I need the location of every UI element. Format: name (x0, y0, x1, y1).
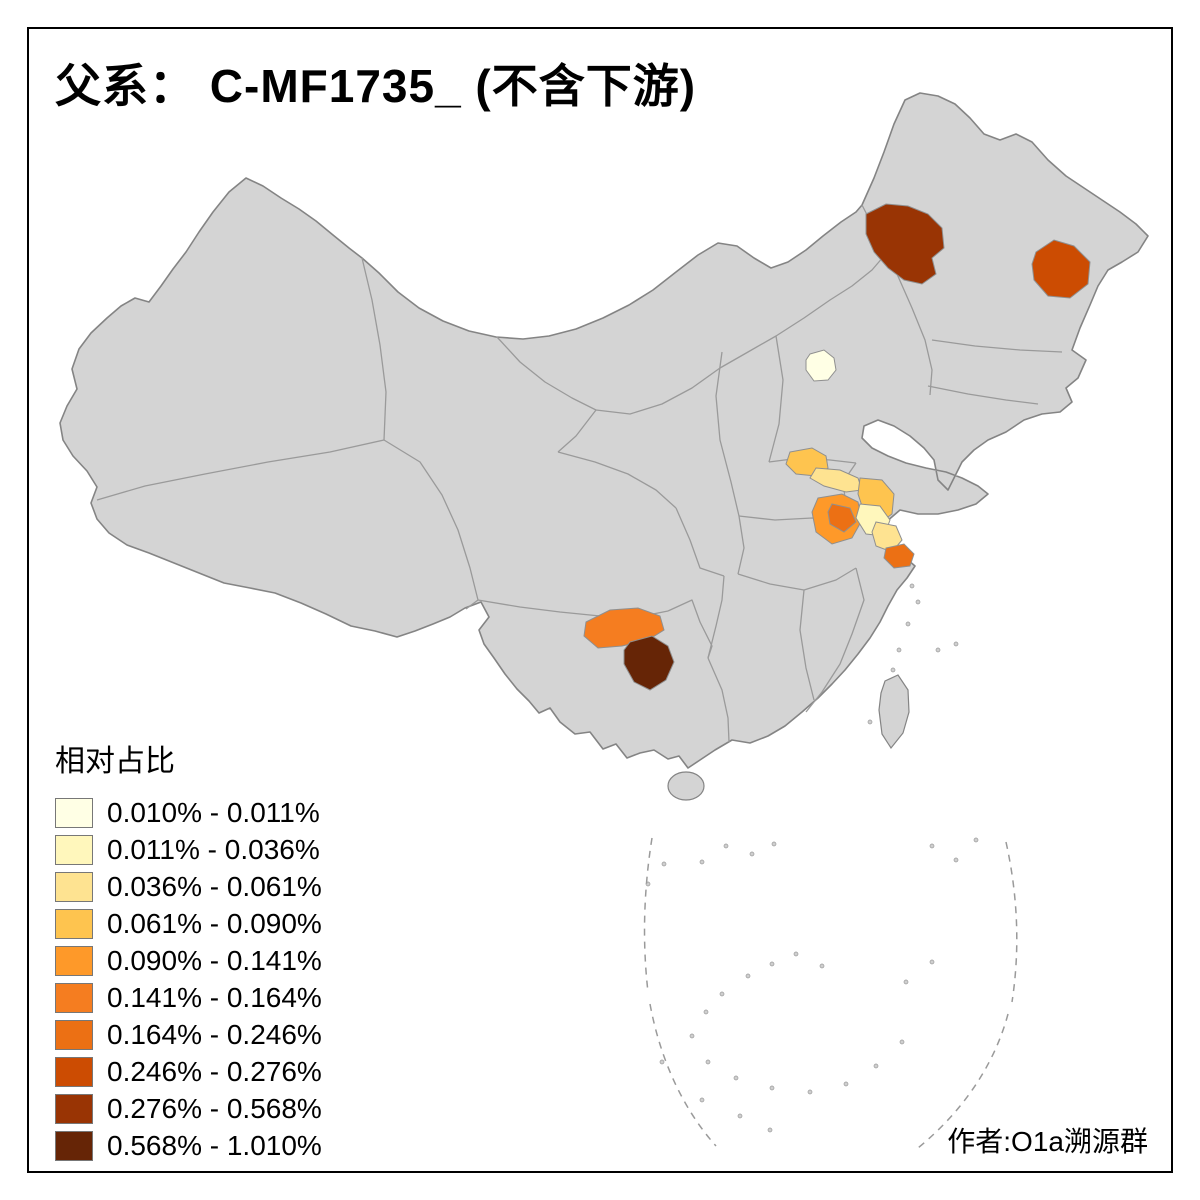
legend-label: 0.036% - 0.061% (107, 870, 322, 902)
legend-item: 0.141% - 0.164% (55, 979, 322, 1016)
legend-swatch (55, 797, 93, 828)
legend-swatch (55, 871, 93, 902)
legend-label: 0.276% - 0.568% (107, 1092, 322, 1124)
china-mainland (59, 92, 1149, 769)
islands (667, 674, 910, 801)
map-title: 父系： C-MF1735_ (不含下游) (55, 60, 697, 112)
legend: 相对占比 0.010% - 0.011% 0.011% - 0.036% 0.0… (55, 736, 322, 1164)
choropleth-regions (583, 203, 1091, 691)
map-region (805, 349, 837, 382)
legend-label: 0.061% - 0.090% (107, 907, 322, 939)
legend-item: 0.010% - 0.011% (55, 794, 322, 831)
map-region (1031, 239, 1091, 299)
legend-item: 0.036% - 0.061% (55, 868, 322, 905)
legend-item: 0.246% - 0.276% (55, 1053, 322, 1090)
nine-dash-line (643, 837, 1018, 1149)
legend-title: 相对占比 (55, 745, 175, 778)
plot-frame (27, 27, 1173, 1173)
map-region (827, 503, 857, 533)
legend-item: 0.011% - 0.036% (55, 831, 322, 868)
legend-item: 0.276% - 0.568% (55, 1090, 322, 1127)
legend-item: 0.568% - 1.010% (55, 1127, 322, 1164)
taiwan-island (878, 674, 910, 750)
legend-swatch (55, 1093, 93, 1124)
attribution: 作者:O1a溯源群 (947, 1126, 1148, 1157)
legend-label: 0.568% - 1.010% (107, 1129, 322, 1161)
legend-label: 0.141% - 0.164% (107, 981, 322, 1013)
legend-item: 0.090% - 0.141% (55, 942, 322, 979)
legend-swatch (55, 834, 93, 865)
hainan-island (667, 771, 705, 801)
legend-swatch (55, 1019, 93, 1050)
map-region (865, 203, 945, 285)
legend-label: 0.090% - 0.141% (107, 944, 322, 976)
legend-label: 0.164% - 0.246% (107, 1018, 322, 1050)
legend-label: 0.246% - 0.276% (107, 1055, 322, 1087)
legend-swatch (55, 1056, 93, 1087)
legend-item: 0.061% - 0.090% (55, 905, 322, 942)
map-region (809, 467, 863, 493)
legend-swatch (55, 982, 93, 1013)
legend-label: 0.010% - 0.011% (107, 796, 320, 828)
map-region (883, 543, 915, 569)
legend-swatch (55, 1130, 93, 1161)
legend-label: 0.011% - 0.036% (107, 833, 320, 865)
legend-swatch (55, 908, 93, 939)
legend-item: 0.164% - 0.246% (55, 1016, 322, 1053)
sea-islets (645, 583, 979, 1133)
map-region (623, 635, 675, 691)
legend-swatch (55, 945, 93, 976)
